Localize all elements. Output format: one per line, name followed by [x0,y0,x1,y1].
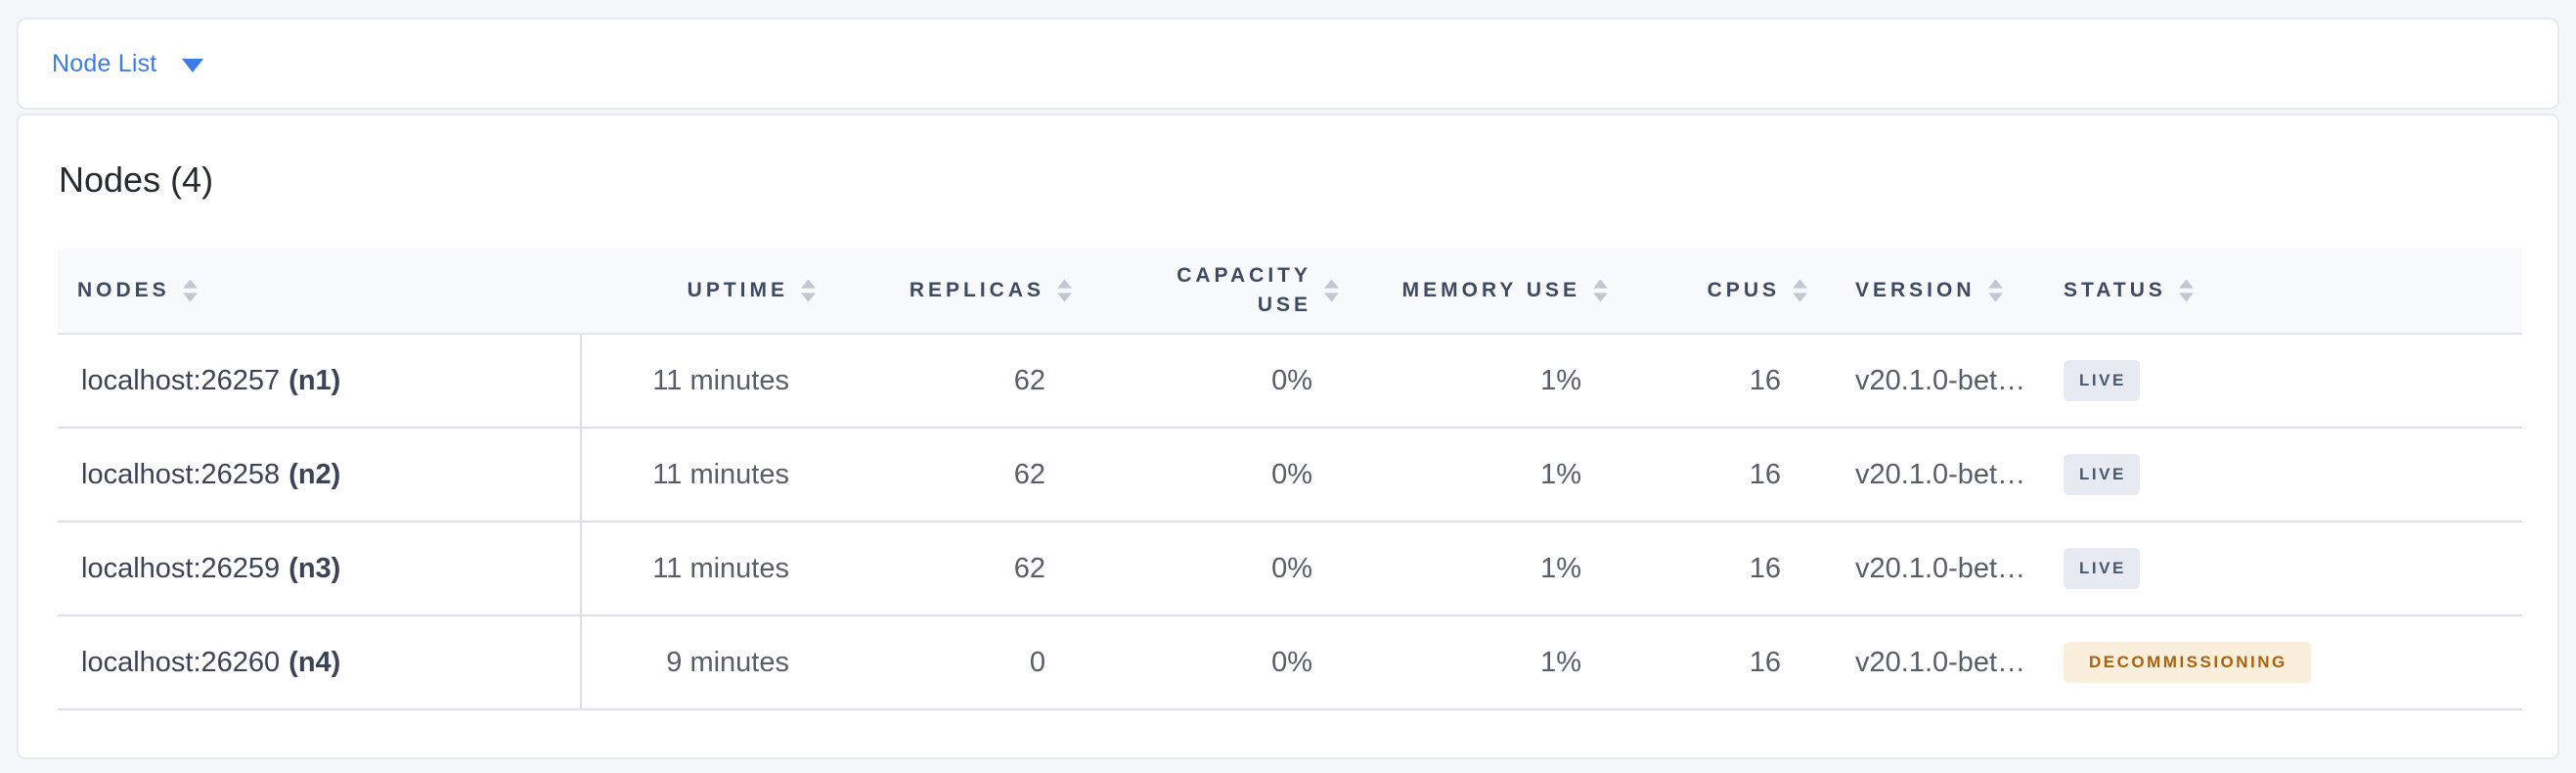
nodes-table-header: NODES UPTIME REPLICAS CAPACITY USE MEMORY US… [58,249,2522,335]
column-header-capacity_use[interactable]: CAPACITY USE [1083,249,1350,335]
version-cell: v20.1.0-bet… [1818,616,2026,710]
node-cell: localhost:26260 (n4) [58,616,582,710]
status-badge: LIVE [2064,360,2140,401]
column-header-version[interactable]: VERSION [1818,249,2026,335]
version-cell: v20.1.0-bet… [1818,335,2026,429]
column-header-uptime[interactable]: UPTIME [582,249,826,335]
page-title: Nodes (4) [59,159,214,200]
table-row: localhost:26259 (n3) 11 minutes 62 0% 1% 16 v20… [58,523,2522,616]
node-list-dropdown-label: Node List [52,49,157,77]
column-header-label: UPTIME [687,279,788,301]
status-cell: LIVE [2026,429,2522,523]
node-address: localhost:26257 [81,364,281,396]
sort-arrows-icon [1987,279,2003,302]
node-id: (n2) [289,458,341,490]
cpus-cell: 16 [1619,616,1818,710]
replicas-cell: 0 [826,616,1083,710]
column-header-label: NODES [77,279,170,301]
node-address: localhost:26259 [81,552,281,584]
status-badge: DECOMMISSIONING [2064,642,2311,683]
uptime-cell: 11 minutes [582,335,826,429]
replicas-cell: 62 [826,523,1083,616]
replicas-cell: 62 [826,335,1083,429]
caret-down-icon [182,58,204,72]
status-cell: LIVE [2026,335,2522,429]
sort-arrows-icon [182,279,198,302]
node-cell: localhost:26259 (n3) [58,523,582,616]
column-header-label: CPUS [1707,279,1780,301]
node-address: localhost:26258 [81,458,281,490]
sort-arrows-icon [1324,279,1339,302]
capacity_use-cell: 0% [1083,429,1350,523]
status-badge: LIVE [2064,454,2140,495]
node-id: (n3) [289,552,341,584]
node-cell: localhost:26257 (n1) [58,335,582,429]
status-cell: LIVE [2026,523,2522,616]
node-address: localhost:26260 [81,646,281,678]
uptime-cell: 9 minutes [582,616,826,710]
version-cell: v20.1.0-bet… [1818,429,2026,523]
column-header-replicas[interactable]: REPLICAS [826,249,1083,335]
sort-arrows-icon [1593,279,1608,302]
table-row: localhost:26260 (n4) 9 minutes 0 0% 1% 16 v20.1… [58,616,2522,710]
status-cell: DECOMMISSIONING [2026,616,2522,710]
memory_use-cell: 1% [1350,616,1619,710]
nodes-panel: Nodes (4) NODES UPTIME REPLICAS CAPACITY US… [17,114,2559,759]
sort-arrows-icon [1057,279,1072,302]
cpus-cell: 16 [1619,429,1818,523]
memory_use-cell: 1% [1350,429,1619,523]
column-header-memory_use[interactable]: MEMORY USE [1350,249,1619,335]
capacity_use-cell: 0% [1083,335,1350,429]
header-row: NODES UPTIME REPLICAS CAPACITY USE MEMORY US… [58,249,2522,335]
column-header-label: CAPACITY USE [1177,263,1311,316]
sort-arrows-icon [801,279,816,302]
version-cell: v20.1.0-bet… [1818,523,2026,616]
node-id: (n4) [289,646,341,678]
table-row: localhost:26258 (n2) 11 minutes 62 0% 1% 16 v20… [58,429,2522,523]
cpus-cell: 16 [1619,335,1818,429]
node-list-dropdown[interactable]: Node List [48,44,207,84]
cpus-cell: 16 [1619,523,1818,616]
column-header-cpus[interactable]: CPUS [1619,249,1818,335]
sort-arrows-icon [1793,279,1807,302]
sort-arrows-icon [2178,279,2194,302]
column-header-label: STATUS [2064,279,2166,301]
uptime-cell: 11 minutes [582,429,826,523]
replicas-cell: 62 [826,429,1083,523]
capacity_use-cell: 0% [1083,616,1350,710]
capacity_use-cell: 0% [1083,523,1350,616]
column-header-nodes[interactable]: NODES [58,249,582,335]
column-header-label: REPLICAS [909,279,1044,301]
memory_use-cell: 1% [1350,335,1619,429]
column-header-status[interactable]: STATUS [2026,249,2522,335]
memory_use-cell: 1% [1350,523,1619,616]
nodes-table: NODES UPTIME REPLICAS CAPACITY USE MEMORY US… [58,249,2522,710]
node-id: (n1) [289,364,341,396]
nodes-table-body: localhost:26257 (n1) 11 minutes 62 0% 1% 16 v20… [58,335,2522,710]
table-row: localhost:26257 (n1) 11 minutes 62 0% 1% 16 v20… [58,335,2522,429]
column-header-label: VERSION [1855,279,1976,301]
view-selector-bar: Node List [17,18,2559,110]
column-header-label: MEMORY USE [1401,279,1580,301]
uptime-cell: 11 minutes [582,523,826,616]
node-cell: localhost:26258 (n2) [58,429,582,523]
status-badge: LIVE [2064,548,2140,589]
